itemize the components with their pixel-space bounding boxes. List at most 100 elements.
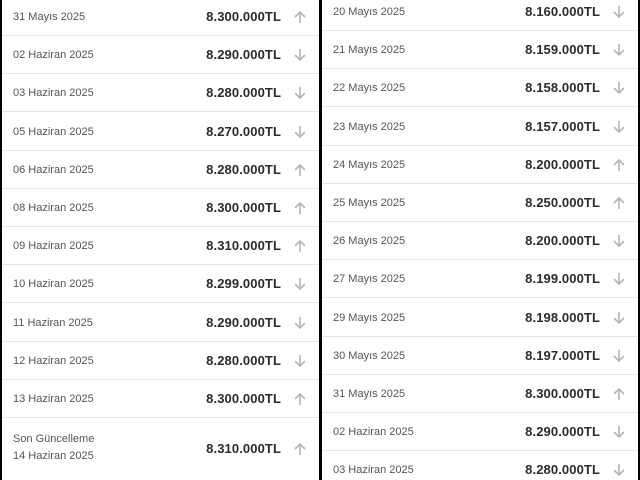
price-row: 12 Haziran 2025 8.280.000TL bbox=[2, 342, 319, 380]
row-price: 8.280.000TL bbox=[206, 161, 281, 177]
row-price: 8.280.000TL bbox=[525, 462, 600, 478]
price-row: 10 Haziran 2025 8.299.000TL bbox=[2, 265, 319, 304]
arrow-up-icon bbox=[293, 201, 307, 215]
row-price: 8.197.000TL bbox=[525, 347, 600, 363]
row-date: 22 Mayıs 2025 bbox=[333, 82, 406, 95]
row-price: 8.290.000TL bbox=[206, 314, 281, 330]
row-price: 8.280.000TL bbox=[206, 352, 281, 368]
row-date: 03 Haziran 2025 bbox=[13, 87, 94, 100]
price-row: 30 Mayıs 2025 8.197.000TL bbox=[322, 337, 638, 375]
row-date: 11 Haziran 2025 bbox=[13, 316, 93, 329]
row-date: 20 Mayıs 2025 bbox=[333, 6, 406, 18]
last-update-price: 8.310.000TL bbox=[206, 441, 281, 457]
price-row: 22 Mayıs 2025 8.158.000TL bbox=[322, 69, 638, 108]
row-price: 8.300.000TL bbox=[206, 200, 281, 215]
row-price: 8.310.000TL bbox=[206, 238, 281, 254]
row-date: 02 Haziran 2025 bbox=[333, 426, 414, 439]
price-history-list-right: 20 Mayıs 2025 8.160.000TL 21 Mayıs 2025 8.1… bbox=[322, 0, 638, 480]
last-update-label: Son Güncelleme bbox=[13, 433, 95, 446]
price-row: 20 Mayıs 2025 8.160.000TL bbox=[322, 0, 638, 31]
price-row: 31 Mayıs 2025 8.300.000TL bbox=[322, 375, 638, 413]
arrow-down-icon bbox=[293, 277, 307, 291]
row-date: 03 Haziran 2025 bbox=[333, 464, 414, 477]
price-row: 31 Mayıs 2025 8.300.000TL bbox=[2, 0, 319, 36]
price-row: 21 Mayıs 2025 8.159.000TL bbox=[322, 31, 638, 70]
row-date: 13 Haziran 2025 bbox=[13, 393, 94, 405]
arrow-down-icon bbox=[293, 354, 307, 368]
arrow-up-icon bbox=[293, 392, 307, 406]
price-row: 02 Haziran 2025 8.290.000TL bbox=[322, 413, 638, 452]
row-price: 8.199.000TL bbox=[525, 271, 600, 287]
price-row: 09 Haziran 2025 8.310.000TL bbox=[2, 227, 319, 266]
price-row: 03 Haziran 2025 8.280.000TL bbox=[322, 451, 638, 480]
arrow-down-icon bbox=[612, 272, 626, 286]
arrow-up-icon bbox=[293, 10, 307, 24]
row-price: 8.290.000TL bbox=[525, 424, 600, 440]
price-row: 05 Haziran 2025 8.270.000TL bbox=[2, 113, 319, 151]
arrow-down-icon bbox=[293, 316, 307, 330]
row-date: 02 Haziran 2025 bbox=[13, 49, 94, 62]
row-price: 8.157.000TL bbox=[525, 118, 600, 134]
row-price: 8.158.000TL bbox=[525, 80, 600, 96]
row-date: 31 Mayıs 2025 bbox=[333, 388, 406, 400]
price-row: 06 Haziran 2025 8.280.000TL bbox=[2, 151, 319, 189]
row-date: 26 Mayıs 2025 bbox=[333, 235, 406, 248]
price-row: 25 Mayıs 2025 8.250.000TL bbox=[322, 184, 638, 222]
row-price: 8.200.000TL bbox=[525, 156, 600, 172]
row-date: 09 Haziran 2025 bbox=[13, 240, 94, 253]
row-date: 25 Mayıs 2025 bbox=[333, 197, 406, 209]
row-price: 8.159.000TL bbox=[525, 42, 600, 58]
arrow-up-icon bbox=[612, 387, 626, 401]
row-date: 21 Mayıs 2025 bbox=[333, 44, 406, 57]
price-history-list-left: 31 Mayıs 2025 8.300.000TL 02 Haziran 2025 8… bbox=[2, 0, 319, 480]
arrow-up-icon bbox=[293, 442, 307, 456]
row-date: 27 Mayıs 2025 bbox=[333, 273, 406, 286]
price-row: 11 Haziran 2025 8.290.000TL bbox=[2, 304, 319, 342]
arrow-up-icon bbox=[293, 163, 307, 177]
row-date: 23 Mayıs 2025 bbox=[333, 120, 406, 133]
row-price: 8.299.000TL bbox=[206, 276, 281, 292]
arrow-up-icon bbox=[612, 196, 626, 210]
price-row: 08 Haziran 2025 8.300.000TL bbox=[2, 189, 319, 227]
row-price: 8.200.000TL bbox=[525, 233, 600, 249]
last-update-date-text: 14 Haziran 2025 bbox=[13, 450, 94, 463]
arrow-down-icon bbox=[612, 311, 626, 325]
arrow-down-icon bbox=[293, 48, 307, 62]
row-price: 8.300.000TL bbox=[525, 386, 600, 401]
price-row: 27 Mayıs 2025 8.199.000TL bbox=[322, 260, 638, 299]
arrow-up-icon bbox=[293, 239, 307, 253]
row-date: 30 Mayıs 2025 bbox=[333, 349, 406, 362]
row-date: 24 Mayıs 2025 bbox=[333, 158, 406, 171]
price-row: 03 Haziran 2025 8.280.000TL bbox=[2, 74, 319, 113]
row-price: 8.280.000TL bbox=[206, 85, 281, 101]
arrow-down-icon bbox=[612, 43, 626, 57]
row-date: 12 Haziran 2025 bbox=[13, 354, 94, 367]
row-date: 08 Haziran 2025 bbox=[13, 202, 94, 214]
row-price: 8.250.000TL bbox=[525, 195, 600, 210]
row-date: 06 Haziran 2025 bbox=[13, 163, 94, 176]
row-date: 31 Mayıs 2025 bbox=[13, 11, 86, 23]
row-price: 8.300.000TL bbox=[206, 391, 281, 406]
last-update-date: Son Güncelleme 14 Haziran 2025 bbox=[13, 431, 94, 465]
row-price: 8.290.000TL bbox=[206, 47, 281, 63]
arrow-down-icon bbox=[293, 125, 307, 139]
arrow-down-icon bbox=[612, 120, 626, 134]
arrow-down-icon bbox=[612, 349, 626, 363]
arrow-down-icon bbox=[612, 463, 626, 477]
arrow-down-icon bbox=[612, 234, 626, 248]
price-row: 26 Mayıs 2025 8.200.000TL bbox=[322, 222, 638, 261]
price-row: 23 Mayıs 2025 8.157.000TL bbox=[322, 108, 638, 146]
row-date: 29 Mayıs 2025 bbox=[333, 311, 406, 324]
arrow-down-icon bbox=[612, 425, 626, 439]
row-price: 8.198.000TL bbox=[525, 309, 600, 325]
arrow-down-icon bbox=[612, 5, 626, 19]
price-row: 29 Mayıs 2025 8.198.000TL bbox=[322, 299, 638, 337]
row-date: 05 Haziran 2025 bbox=[13, 125, 94, 138]
arrow-up-icon bbox=[612, 158, 626, 172]
row-price: 8.160.000TL bbox=[525, 4, 600, 19]
row-date: 10 Haziran 2025 bbox=[13, 278, 94, 291]
arrow-down-icon bbox=[293, 86, 307, 100]
price-row: 02 Haziran 2025 8.290.000TL bbox=[2, 36, 319, 75]
price-row: 24 Mayıs 2025 8.200.000TL bbox=[322, 146, 638, 184]
row-price: 8.270.000TL bbox=[206, 123, 281, 139]
